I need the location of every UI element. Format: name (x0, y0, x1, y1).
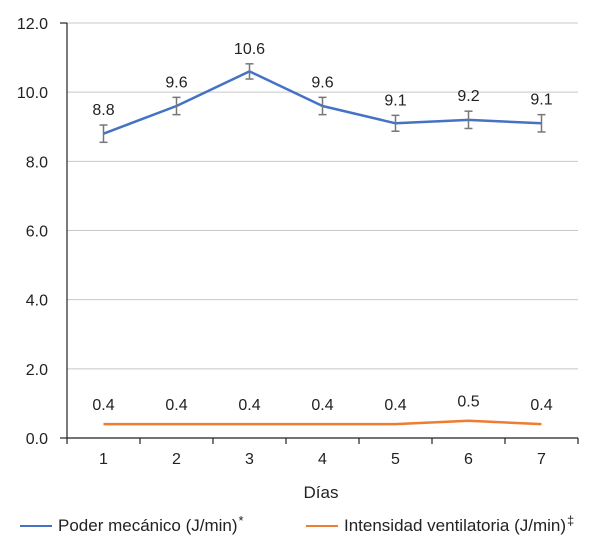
legend: Poder mecánico (J/min) * Intensidad venti… (0, 512, 615, 542)
legend-label-poder-mecanico: Poder mecánico (J/min) (58, 516, 238, 535)
series-0: 8.8 9.6 10.6 9.6 9.1 9.2 9.1 (92, 41, 553, 144)
y-tick-label: 6.0 (26, 224, 48, 241)
y-tick-label: 0.0 (26, 431, 48, 448)
data-label: 0.4 (165, 397, 187, 414)
data-label: 0.4 (311, 397, 333, 414)
legend-marker-intensidad-ventilatoria: ‡ (567, 512, 575, 528)
axes (60, 22, 579, 444)
series-line (103, 419, 542, 426)
data-label: 9.6 (165, 74, 187, 91)
x-tick-label: 6 (464, 451, 473, 468)
data-label: 9.2 (457, 88, 479, 105)
data-label: 0.4 (530, 397, 552, 414)
series-1: 0.4 0.4 0.4 0.4 0.4 0.5 0.4 (92, 394, 553, 426)
x-tick-label: 5 (391, 451, 400, 468)
y-tick-label: 4.0 (26, 293, 48, 310)
series-group: 8.8 9.6 10.6 9.6 9.1 9.2 9.1 0.4 0.4 0.4 0.4 0.4 0.5… (92, 41, 553, 426)
x-tick-label: 4 (318, 451, 327, 468)
data-label: 9.1 (530, 92, 552, 109)
data-label: 10.6 (234, 41, 265, 58)
x-tick-label: 7 (537, 451, 546, 468)
data-label: 9.1 (384, 92, 406, 109)
legend-item-poder-mecanico: Poder mecánico (J/min) * (20, 512, 244, 536)
legend-item-intensidad-ventilatoria: Intensidad ventilatoria (J/min) ‡ (306, 512, 575, 536)
x-tick-label: 3 (245, 451, 254, 468)
data-label: 0.4 (92, 397, 114, 414)
legend-swatch-intensidad-ventilatoria (306, 525, 338, 527)
legend-marker-poder-mecanico: * (238, 512, 244, 528)
y-tick-label: 2.0 (26, 362, 48, 379)
data-label: 0.4 (238, 397, 260, 414)
x-tick-label: 1 (99, 451, 108, 468)
gridlines (67, 22, 578, 370)
data-label: 0.5 (457, 394, 479, 411)
y-tick-labels: 0.0 2.0 4.0 6.0 8.0 10.0 12.0 (17, 16, 48, 448)
x-axis-label: Días (304, 483, 339, 502)
data-label: 8.8 (92, 102, 114, 119)
x-tick-label: 2 (172, 451, 181, 468)
legend-label-intensidad-ventilatoria: Intensidad ventilatoria (J/min) (344, 516, 567, 535)
y-tick-label: 10.0 (17, 85, 48, 102)
x-tick-labels: 1 2 3 4 5 6 7 (99, 451, 546, 468)
y-tick-label: 12.0 (17, 16, 48, 33)
legend-swatch-poder-mecanico (20, 525, 52, 527)
data-label: 9.6 (311, 74, 333, 91)
y-tick-label: 8.0 (26, 154, 48, 171)
data-label: 0.4 (384, 397, 406, 414)
